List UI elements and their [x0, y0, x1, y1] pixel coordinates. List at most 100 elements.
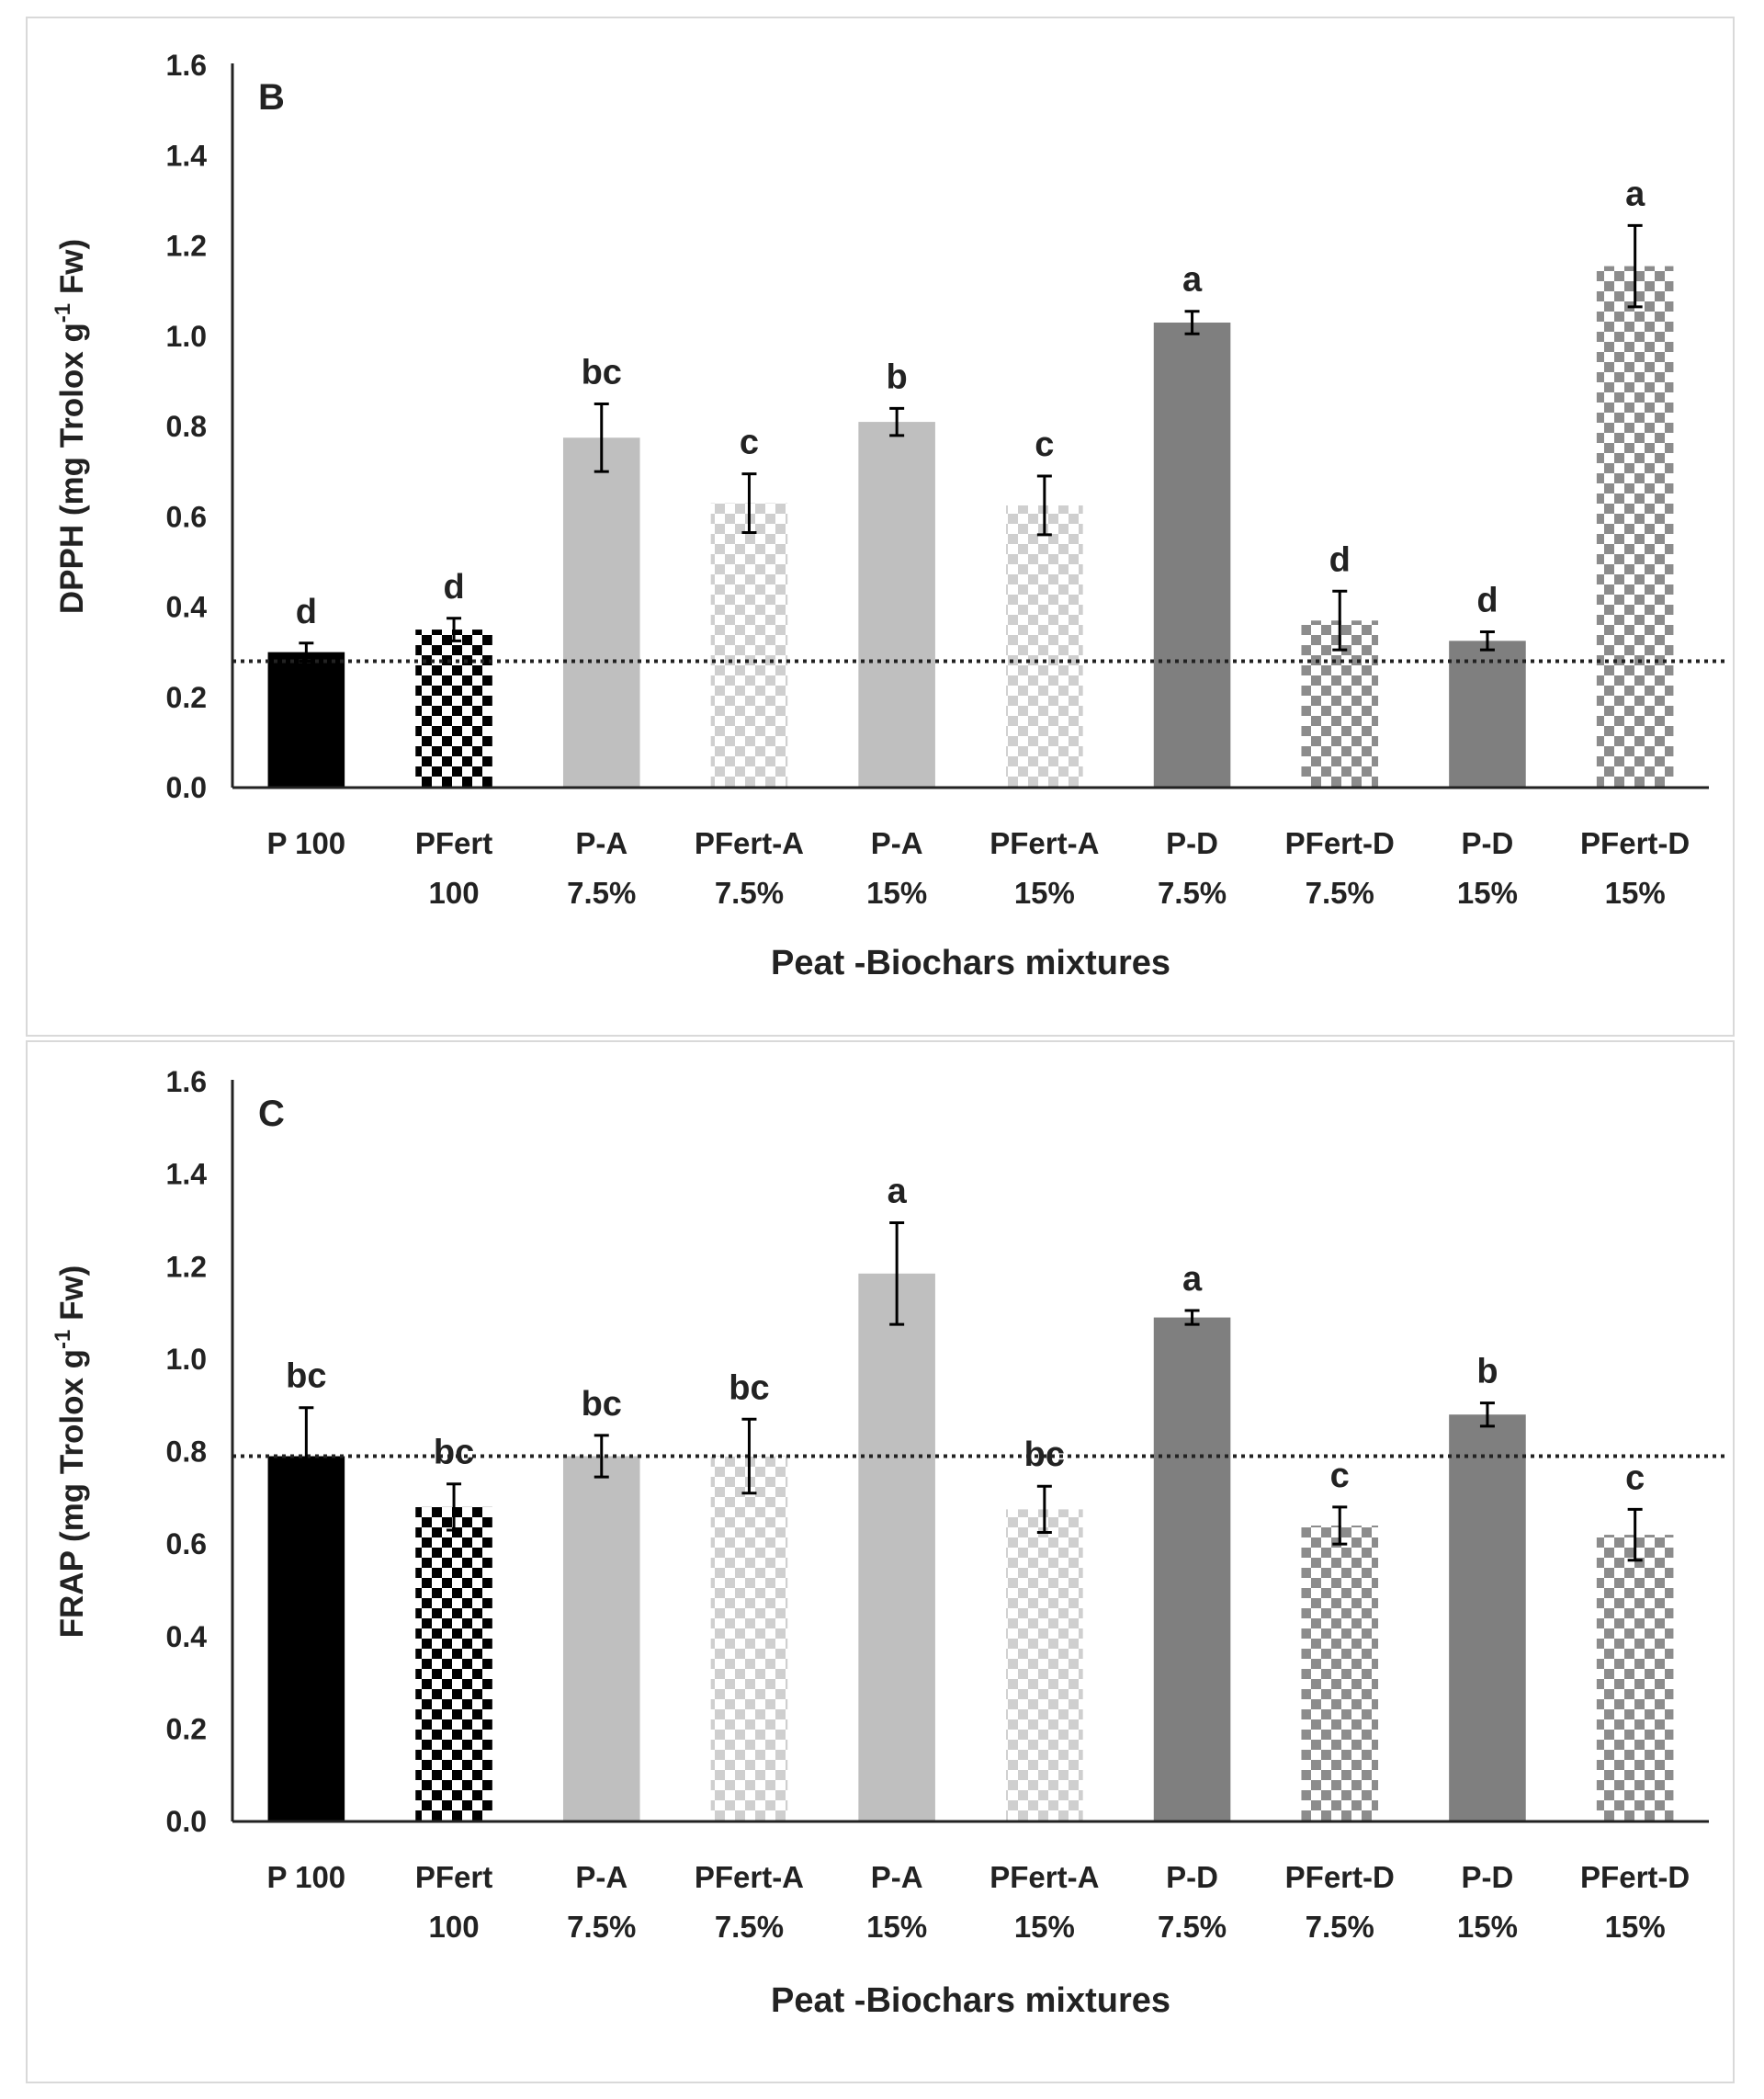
- error-bar: [1184, 1309, 1200, 1326]
- y-tick-label: 0.6: [166, 1527, 207, 1560]
- y-tick-label: 0.6: [166, 500, 207, 533]
- frap-chart: C 0.0 0.2 0.4 0.6 0.8 1.0 1.2 1.4 1.6 FRAP (mg Tro…: [51, 1065, 1725, 2020]
- x-tick-label: 7.5%: [1158, 1910, 1227, 1944]
- significance-letter: bc: [729, 1368, 769, 1407]
- x-tick-label: PFert-D: [1580, 1860, 1690, 1894]
- x-tick-label: 15%: [1014, 1910, 1075, 1944]
- x-tick-label: PFert-A: [695, 826, 804, 860]
- dpph-chart: B 0.0 0.2 0.4 0.6 0.8 1.0 1.2 1.4 1.6 DPPH (mg Tro…: [51, 49, 1725, 982]
- error-bar: [1627, 1507, 1643, 1562]
- x-tick-label: 7.5%: [1158, 876, 1227, 910]
- x-tick-label: P-D: [1166, 1860, 1218, 1894]
- significance-letter: c: [740, 424, 759, 462]
- x-axis-label: Peat -Biochars mixtures: [771, 944, 1170, 982]
- significance-letter: bc: [434, 1434, 474, 1472]
- significance-letter: bc: [582, 1385, 622, 1424]
- x-tick-label: PFert-D: [1580, 826, 1690, 860]
- y-tick-label: 0.4: [166, 591, 208, 624]
- y-tick-label: 1.2: [166, 1250, 207, 1283]
- x-tick-label: P-D: [1462, 826, 1514, 860]
- significance-letter: b: [887, 357, 908, 396]
- x-tick-label: P-A: [871, 1860, 923, 1894]
- x-tick-label: 15%: [1457, 1910, 1518, 1944]
- bar: [1006, 505, 1083, 788]
- error-bar: [1332, 1505, 1348, 1546]
- x-tick-label: PFert: [415, 1860, 492, 1894]
- x-tick-label: P-D: [1166, 826, 1218, 860]
- x-tick-label: 15%: [866, 876, 927, 910]
- error-bar: [1627, 223, 1643, 309]
- bar: [267, 652, 345, 788]
- y-axis-label: DPPH (mg Trolox g-1 Fw): [51, 239, 90, 614]
- significance-letter: bc: [286, 1357, 326, 1396]
- bar: [858, 1273, 935, 1821]
- y-tick-label: 0.2: [166, 681, 207, 714]
- x-tick-label: P-A: [871, 826, 923, 860]
- y-tick-label: 1.2: [166, 230, 207, 263]
- error-bar: [889, 1220, 905, 1326]
- x-tick-label: 15%: [1605, 876, 1666, 910]
- significance-letter: a: [888, 1172, 908, 1210]
- significance-letter: d: [1476, 582, 1498, 620]
- x-tick-label: 15%: [1457, 876, 1518, 910]
- error-bar: [1036, 1484, 1052, 1535]
- chart-panel-dpph: B 0.0 0.2 0.4 0.6 0.8 1.0 1.2 1.4 1.6 DPPH (mg Tro…: [26, 17, 1735, 1037]
- x-tick-label: P 100: [267, 1860, 346, 1894]
- y-tick-label: 0.0: [166, 1805, 207, 1838]
- bar: [1301, 1526, 1379, 1821]
- significance-letter: bc: [1024, 1435, 1065, 1474]
- bar: [1153, 323, 1231, 788]
- significance-letter: a: [1182, 1260, 1203, 1299]
- significance-letter: c: [1330, 1457, 1350, 1495]
- error-bar: [594, 1434, 609, 1479]
- bar: [1006, 1509, 1083, 1821]
- x-tick-label: PFert-D: [1285, 826, 1395, 860]
- bar: [267, 1456, 345, 1821]
- significance-letter: a: [1182, 261, 1203, 300]
- significance-letter: d: [1329, 540, 1351, 579]
- error-bar: [741, 1417, 757, 1495]
- bar: [1449, 1414, 1526, 1821]
- significance-letter: c: [1625, 1458, 1645, 1497]
- bar: [710, 1456, 788, 1821]
- error-bar: [594, 402, 609, 473]
- y-tick-label: 1.0: [166, 320, 207, 353]
- error-bar: [889, 406, 905, 437]
- error-bar: [1479, 630, 1495, 652]
- significance-letter: d: [443, 568, 464, 607]
- panel-label: C: [258, 1094, 285, 1134]
- x-tick-label: 7.5%: [715, 1910, 784, 1944]
- significance-letter: a: [1625, 175, 1645, 213]
- error-bar: [741, 472, 757, 534]
- significance-letter: c: [1035, 425, 1054, 464]
- x-tick-label: 7.5%: [567, 876, 636, 910]
- y-tick-label: 0.2: [166, 1712, 207, 1745]
- bar: [1596, 266, 1674, 788]
- bar: [858, 422, 935, 788]
- x-tick-label: 7.5%: [567, 1910, 636, 1944]
- y-tick-label: 0.0: [166, 771, 207, 804]
- x-tick-label: P-A: [575, 1860, 628, 1894]
- x-tick-label: P 100: [267, 826, 346, 860]
- bar: [415, 1506, 492, 1821]
- bar: [415, 630, 492, 788]
- x-tick-label: 100: [429, 1910, 480, 1944]
- y-tick-label: 1.6: [166, 49, 207, 82]
- y-tick-label: 1.4: [166, 139, 208, 172]
- x-tick-label: 15%: [1605, 1910, 1666, 1944]
- y-tick-label: 1.4: [166, 1158, 208, 1191]
- y-tick-label: 0.4: [166, 1620, 208, 1653]
- bar: [1153, 1317, 1231, 1821]
- error-bar: [1184, 310, 1200, 335]
- y-tick-label: 1.6: [166, 1065, 207, 1098]
- error-bar: [299, 1406, 314, 1506]
- error-bar: [447, 1482, 462, 1532]
- x-tick-label: 15%: [1014, 876, 1075, 910]
- error-bar: [447, 617, 462, 642]
- x-tick-label: PFert: [415, 826, 492, 860]
- bar: [710, 503, 788, 788]
- y-tick-label: 0.8: [166, 1435, 207, 1469]
- bar: [562, 1456, 640, 1821]
- x-tick-label: 7.5%: [1306, 876, 1374, 910]
- x-tick-label: P-A: [575, 826, 628, 860]
